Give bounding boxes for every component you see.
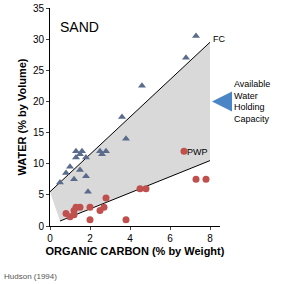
svg-text:10: 10 [33, 158, 45, 169]
svg-text:15: 15 [33, 127, 45, 138]
svg-text:FC: FC [213, 34, 225, 44]
svg-text:2: 2 [87, 233, 93, 244]
svg-text:0: 0 [38, 221, 44, 232]
svg-text:30: 30 [33, 34, 45, 45]
svg-text:0: 0 [47, 233, 53, 244]
svg-text:4: 4 [127, 233, 133, 244]
svg-text:25: 25 [33, 65, 45, 76]
svg-text:6: 6 [167, 233, 173, 244]
svg-text:8: 8 [207, 233, 213, 244]
svg-text:5: 5 [38, 189, 44, 200]
svg-text:SAND: SAND [60, 19, 99, 35]
svg-text:ORGANIC CARBON (% by Weight): ORGANIC CARBON (% by Weight) [46, 245, 225, 257]
svg-text:PWP: PWP [187, 147, 208, 157]
svg-text:20: 20 [33, 96, 45, 107]
svg-text:35: 35 [33, 3, 45, 14]
svg-text:Hudson (1994): Hudson (1994) [4, 272, 57, 281]
svg-text:AvailableWaterHoldingCapacity: AvailableWaterHoldingCapacity [234, 79, 270, 124]
svg-text:WATER (% by Volume): WATER (% by Volume) [16, 58, 28, 175]
